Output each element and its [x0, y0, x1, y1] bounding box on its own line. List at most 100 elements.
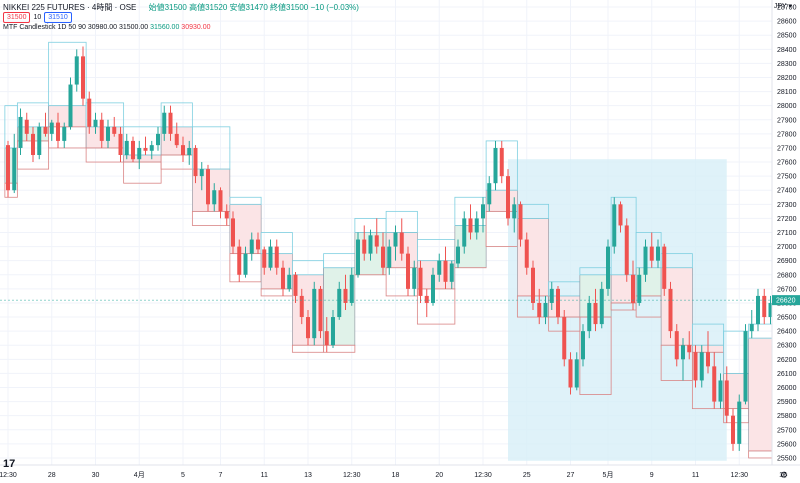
candle-body [399, 232, 404, 254]
candle-body [99, 119, 104, 141]
candle-body [162, 112, 167, 134]
candle-body [168, 112, 173, 134]
candle-body [443, 260, 448, 282]
candle-body [756, 295, 760, 325]
spread-value: 10 [33, 14, 42, 21]
price-axis-background [772, 0, 800, 483]
daily-candle-upper-range [191, 126, 231, 170]
candle-body [499, 147, 504, 177]
daily-candle-upper-range [660, 253, 693, 269]
price-tick-label: 26200 [777, 357, 797, 364]
daily-candle-body [85, 126, 124, 149]
candle-body [549, 288, 554, 303]
candle-body [81, 56, 85, 99]
candle-body [206, 169, 210, 205]
candle-body [131, 140, 135, 160]
settings-gear-icon[interactable]: ⚙ [780, 471, 788, 481]
candle-body [43, 126, 48, 134]
price-tick-label: 28000 [777, 103, 797, 110]
price-tick-label: 26400 [777, 329, 797, 336]
candle-body [74, 56, 79, 85]
candle-body [668, 288, 673, 332]
candle-body [706, 352, 710, 367]
time-tick-label: 4月 [134, 471, 145, 479]
candle-body [562, 317, 567, 360]
daily-candle-lower-range [4, 182, 18, 198]
candle-body [431, 274, 435, 303]
daily-candle-upper-range [48, 41, 87, 107]
candle-body [143, 147, 148, 151]
candle-body [299, 295, 304, 318]
candle-body [506, 176, 510, 219]
indicator-legend[interactable]: MTF Candlestick 1D 50 90 30980.00 31500.… [3, 24, 211, 31]
price-tick-label: 26000 [777, 385, 797, 392]
indicator-name: MTF Candlestick 1D 50 90 [3, 24, 86, 31]
time-tick-label: 11 [692, 472, 699, 479]
candle-body [356, 239, 360, 275]
time-tick-label: 11 [261, 472, 268, 479]
candle-body [112, 126, 117, 134]
candle-body [174, 133, 179, 146]
price-tick-label: 27200 [777, 216, 797, 223]
candle-body [624, 225, 629, 275]
candle-body [749, 324, 754, 332]
price-tick-label: 25500 [777, 455, 797, 462]
candle-body [343, 288, 348, 303]
candle-body [656, 246, 660, 261]
indicator-value-3: 31560.00 [150, 24, 180, 31]
time-axis-background [0, 465, 800, 483]
price-tick-label: 26100 [777, 371, 797, 378]
time-tick-label: 13 [304, 472, 312, 479]
candle-body [412, 267, 417, 289]
candle-body [37, 126, 42, 155]
candle-body [193, 147, 198, 177]
price-tick-label: 26500 [777, 315, 797, 322]
candle-body [456, 246, 460, 264]
candle-body [768, 302, 773, 318]
candle-body [574, 359, 579, 388]
daily-candle-lower-range [416, 288, 456, 325]
candle-body [224, 211, 229, 219]
candle-body [306, 317, 310, 339]
candle-body [649, 246, 654, 261]
tradingview-logo-icon[interactable]: 17 [3, 458, 16, 470]
price-tick-label: 27800 [777, 131, 797, 138]
candle-body [56, 122, 60, 141]
candle-body [718, 380, 723, 402]
candle-body [487, 183, 492, 205]
time-tick-label: 28 [48, 472, 56, 479]
candle-body [531, 267, 535, 303]
time-tick-label: 30 [92, 472, 100, 479]
candle-body [674, 331, 679, 360]
price-tick-label: 27100 [777, 230, 797, 237]
candle-body [468, 218, 473, 233]
price-tick-label: 27000 [777, 244, 797, 251]
symbol-title[interactable]: NIKKEI 225 FUTURES · 4時間 · OSE [3, 3, 137, 12]
last-price-tag [772, 295, 800, 306]
currency-selector[interactable]: JPY ▾ [773, 3, 792, 10]
candle-body [281, 267, 285, 289]
daily-candle-body [192, 168, 231, 212]
time-tick-label: 5 [181, 472, 185, 479]
candle-body [712, 366, 717, 402]
daily-candle-body [123, 154, 162, 163]
candle-body [393, 232, 398, 247]
time-tick-label: 16 [779, 472, 787, 479]
candle-body [62, 126, 67, 141]
bid-button[interactable]: 31500 [3, 12, 31, 23]
time-tick-label: 7 [219, 472, 223, 479]
daily-candle-body [229, 204, 262, 254]
candle-body [449, 263, 454, 282]
price-tick-label: 27900 [777, 117, 797, 124]
candle-body [49, 122, 54, 134]
candle-body [606, 246, 610, 289]
ask-button[interactable]: 31510 [44, 12, 72, 23]
candle-body [587, 302, 592, 332]
time-tick-label: 12:30 [730, 472, 748, 479]
daily-candle-lower-range [123, 161, 162, 184]
candle-body [618, 204, 623, 226]
candle-body [481, 204, 485, 219]
daily-candle-upper-range [85, 102, 125, 128]
candle-body [543, 302, 548, 318]
candle-body [387, 246, 392, 268]
